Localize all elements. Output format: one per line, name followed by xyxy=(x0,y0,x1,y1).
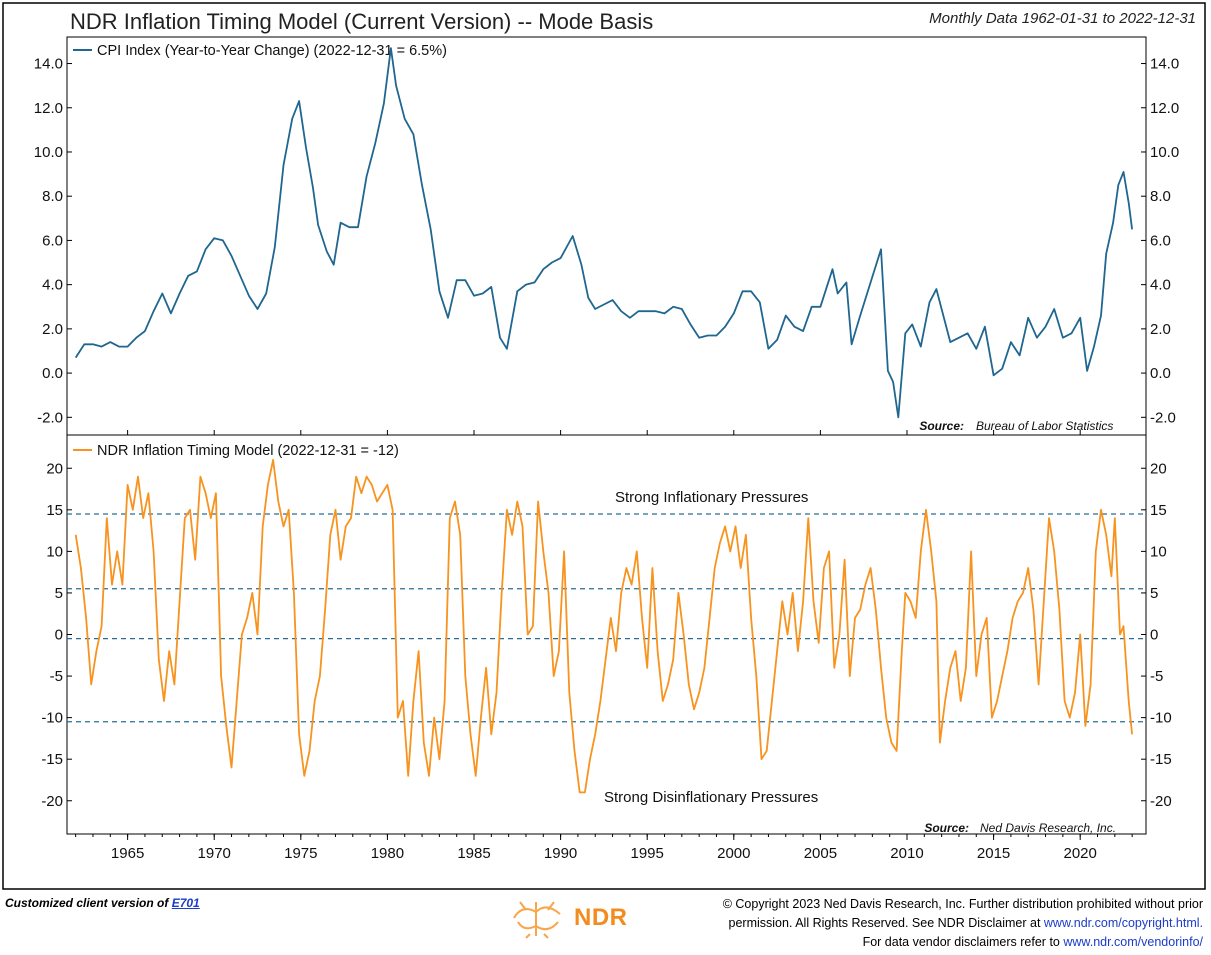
model-ytick-right-label: -5 xyxy=(1150,668,1163,685)
cpi-ytick-right-label: 6.0 xyxy=(1150,232,1171,249)
xtick-label: 1970 xyxy=(198,845,231,862)
model-ytick-right-label: -10 xyxy=(1150,710,1172,727)
cpi-ytick-right-label: 2.0 xyxy=(1150,321,1171,338)
copyright-link[interactable]: www.ndr.com/copyright.html. xyxy=(1043,916,1203,930)
model-series-line xyxy=(74,459,1133,794)
cpi-ytick-right-label: 0.0 xyxy=(1150,365,1171,382)
cpi-ytick-left-label: 4.0 xyxy=(42,277,63,294)
model-ytick-left-label: -5 xyxy=(50,668,63,685)
cpi-ytick-right-label: 4.0 xyxy=(1150,277,1171,294)
chart-subtitle: Monthly Data 1962-01-31 to 2022-12-31 xyxy=(929,10,1196,27)
cpi-ytick-left-label: 2.0 xyxy=(42,321,63,338)
model-ytick-right-label: -20 xyxy=(1150,793,1172,810)
chart-title: NDR Inflation Timing Model (Current Vers… xyxy=(70,9,653,34)
xtick-label: 2015 xyxy=(977,845,1010,862)
model-legend-label: NDR Inflation Timing Model (2022-12-31 =… xyxy=(97,443,399,459)
x-axis: 1965 1970 1975 1980 1985 1990 1995 2000 2005 2010… xyxy=(75,430,1133,862)
client-version-prefix: Customized client version of xyxy=(5,896,172,910)
copyright-line-2-text: permission. All Rights Reserved. See NDR… xyxy=(728,916,1044,930)
copyright-notice: © Copyright 2023 Ned Davis Research, Inc… xyxy=(723,895,1203,952)
cpi-ytick-left-label: 6.0 xyxy=(42,232,63,249)
cpi-ytick-right-label: 14.0 xyxy=(1150,56,1179,73)
cpi-ytick-right-label: 10.0 xyxy=(1150,144,1179,161)
model-ytick-right-label: 5 xyxy=(1150,585,1158,602)
model-ytick-left-label: 5 xyxy=(55,585,63,602)
model-source-label: Source: xyxy=(924,821,969,835)
xtick-label: 2000 xyxy=(717,845,750,862)
cpi-ytick-left-label: 10.0 xyxy=(34,144,63,161)
model-ytick-left-label: 20 xyxy=(46,460,63,477)
xtick-label: 2005 xyxy=(804,845,837,862)
cpi-ytick-right-label: 8.0 xyxy=(1150,188,1171,205)
model-ytick-right-label: 15 xyxy=(1150,502,1167,519)
xtick-label: 1990 xyxy=(544,845,577,862)
copyright-line-3-text: For data vendor disclaimers refer to xyxy=(862,935,1064,949)
annotation-strong-disinflationary: Strong Disinflationary Pressures xyxy=(604,789,818,806)
model-ytick-left-label: 15 xyxy=(46,502,63,519)
client-version-note: Customized client version of E701 xyxy=(5,896,200,910)
cpi-panel: -2.0 -2.0 0.0 0.0 2.0 2.0 4.0 4.0 6.0 6.0 8.0 8.0 10… xyxy=(34,47,1179,426)
copyright-line-2: permission. All Rights Reserved. See NDR… xyxy=(723,914,1203,933)
copyright-line-3: For data vendor disclaimers refer to www… xyxy=(723,933,1203,952)
model-ytick-left-label: -20 xyxy=(41,793,63,810)
chart-frame xyxy=(2,2,1206,890)
xtick-label: 1985 xyxy=(457,845,490,862)
cpi-legend-label: CPI Index (Year-to-Year Change) (2022-12… xyxy=(97,43,447,59)
model-source: Ned Davis Research, Inc. xyxy=(980,821,1116,835)
xtick-label: 2020 xyxy=(1063,845,1096,862)
model-ytick-right-label: -15 xyxy=(1150,751,1172,768)
cpi-ytick-left-label: -2.0 xyxy=(37,409,63,426)
model-ytick-right-label: 10 xyxy=(1150,543,1167,560)
cpi-ytick-right-label: -2.0 xyxy=(1150,409,1176,426)
vendorinfo-link[interactable]: www.ndr.com/vendorinfo/ xyxy=(1063,935,1203,949)
xtick-label: 1975 xyxy=(284,845,317,862)
client-version-link[interactable]: E701 xyxy=(171,896,200,910)
xtick-label: 2010 xyxy=(890,845,923,862)
model-ytick-left-label: 10 xyxy=(46,543,63,560)
cpi-ytick-left-label: 0.0 xyxy=(42,365,63,382)
cpi-ytick-left-label: 12.0 xyxy=(34,100,63,117)
ndr-logo: NDR xyxy=(508,896,628,940)
cpi-ytick-left-label: 8.0 xyxy=(42,188,63,205)
annotation-strong-inflationary: Strong Inflationary Pressures xyxy=(615,489,808,506)
xtick-label: 1965 xyxy=(111,845,144,862)
ndr-logo-text: NDR xyxy=(574,904,628,931)
cpi-source: Bureau of Labor Statistics xyxy=(976,419,1113,433)
cpi-source-label: Source: xyxy=(919,419,964,433)
bull-bear-icon xyxy=(513,901,561,939)
model-ytick-right-label: 0 xyxy=(1150,627,1158,644)
model-ytick-right-label: 20 xyxy=(1150,460,1167,477)
xtick-label: 1980 xyxy=(371,845,404,862)
copyright-line-1: © Copyright 2023 Ned Davis Research, Inc… xyxy=(722,897,1203,911)
model-ytick-left-label: 0 xyxy=(55,627,63,644)
model-panel: -20 -20 -15 -15 -10 -10 -5 -5 0 0 5 5 10 10 15 15 20 20 xyxy=(41,459,1172,810)
model-ytick-left-label: -10 xyxy=(41,710,63,727)
model-ytick-left-label: -15 xyxy=(41,751,63,768)
cpi-ytick-right-label: 12.0 xyxy=(1150,100,1179,117)
cpi-ytick-left-label: 14.0 xyxy=(34,56,63,73)
xtick-label: 1995 xyxy=(631,845,664,862)
cpi-series-line xyxy=(74,47,1133,419)
